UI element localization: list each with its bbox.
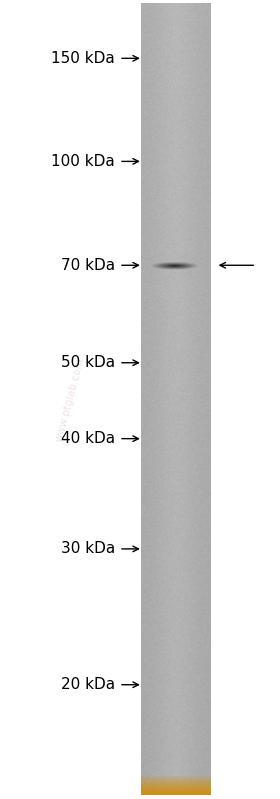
Text: 40 kDa: 40 kDa [61, 431, 115, 446]
Text: 50 kDa: 50 kDa [61, 356, 115, 370]
Text: 30 kDa: 30 kDa [60, 542, 115, 556]
Text: 150 kDa: 150 kDa [51, 51, 115, 66]
Text: 100 kDa: 100 kDa [51, 154, 115, 169]
Text: 20 kDa: 20 kDa [61, 678, 115, 692]
Text: 70 kDa: 70 kDa [61, 258, 115, 272]
Text: www.ptglab.com: www.ptglab.com [54, 356, 86, 443]
